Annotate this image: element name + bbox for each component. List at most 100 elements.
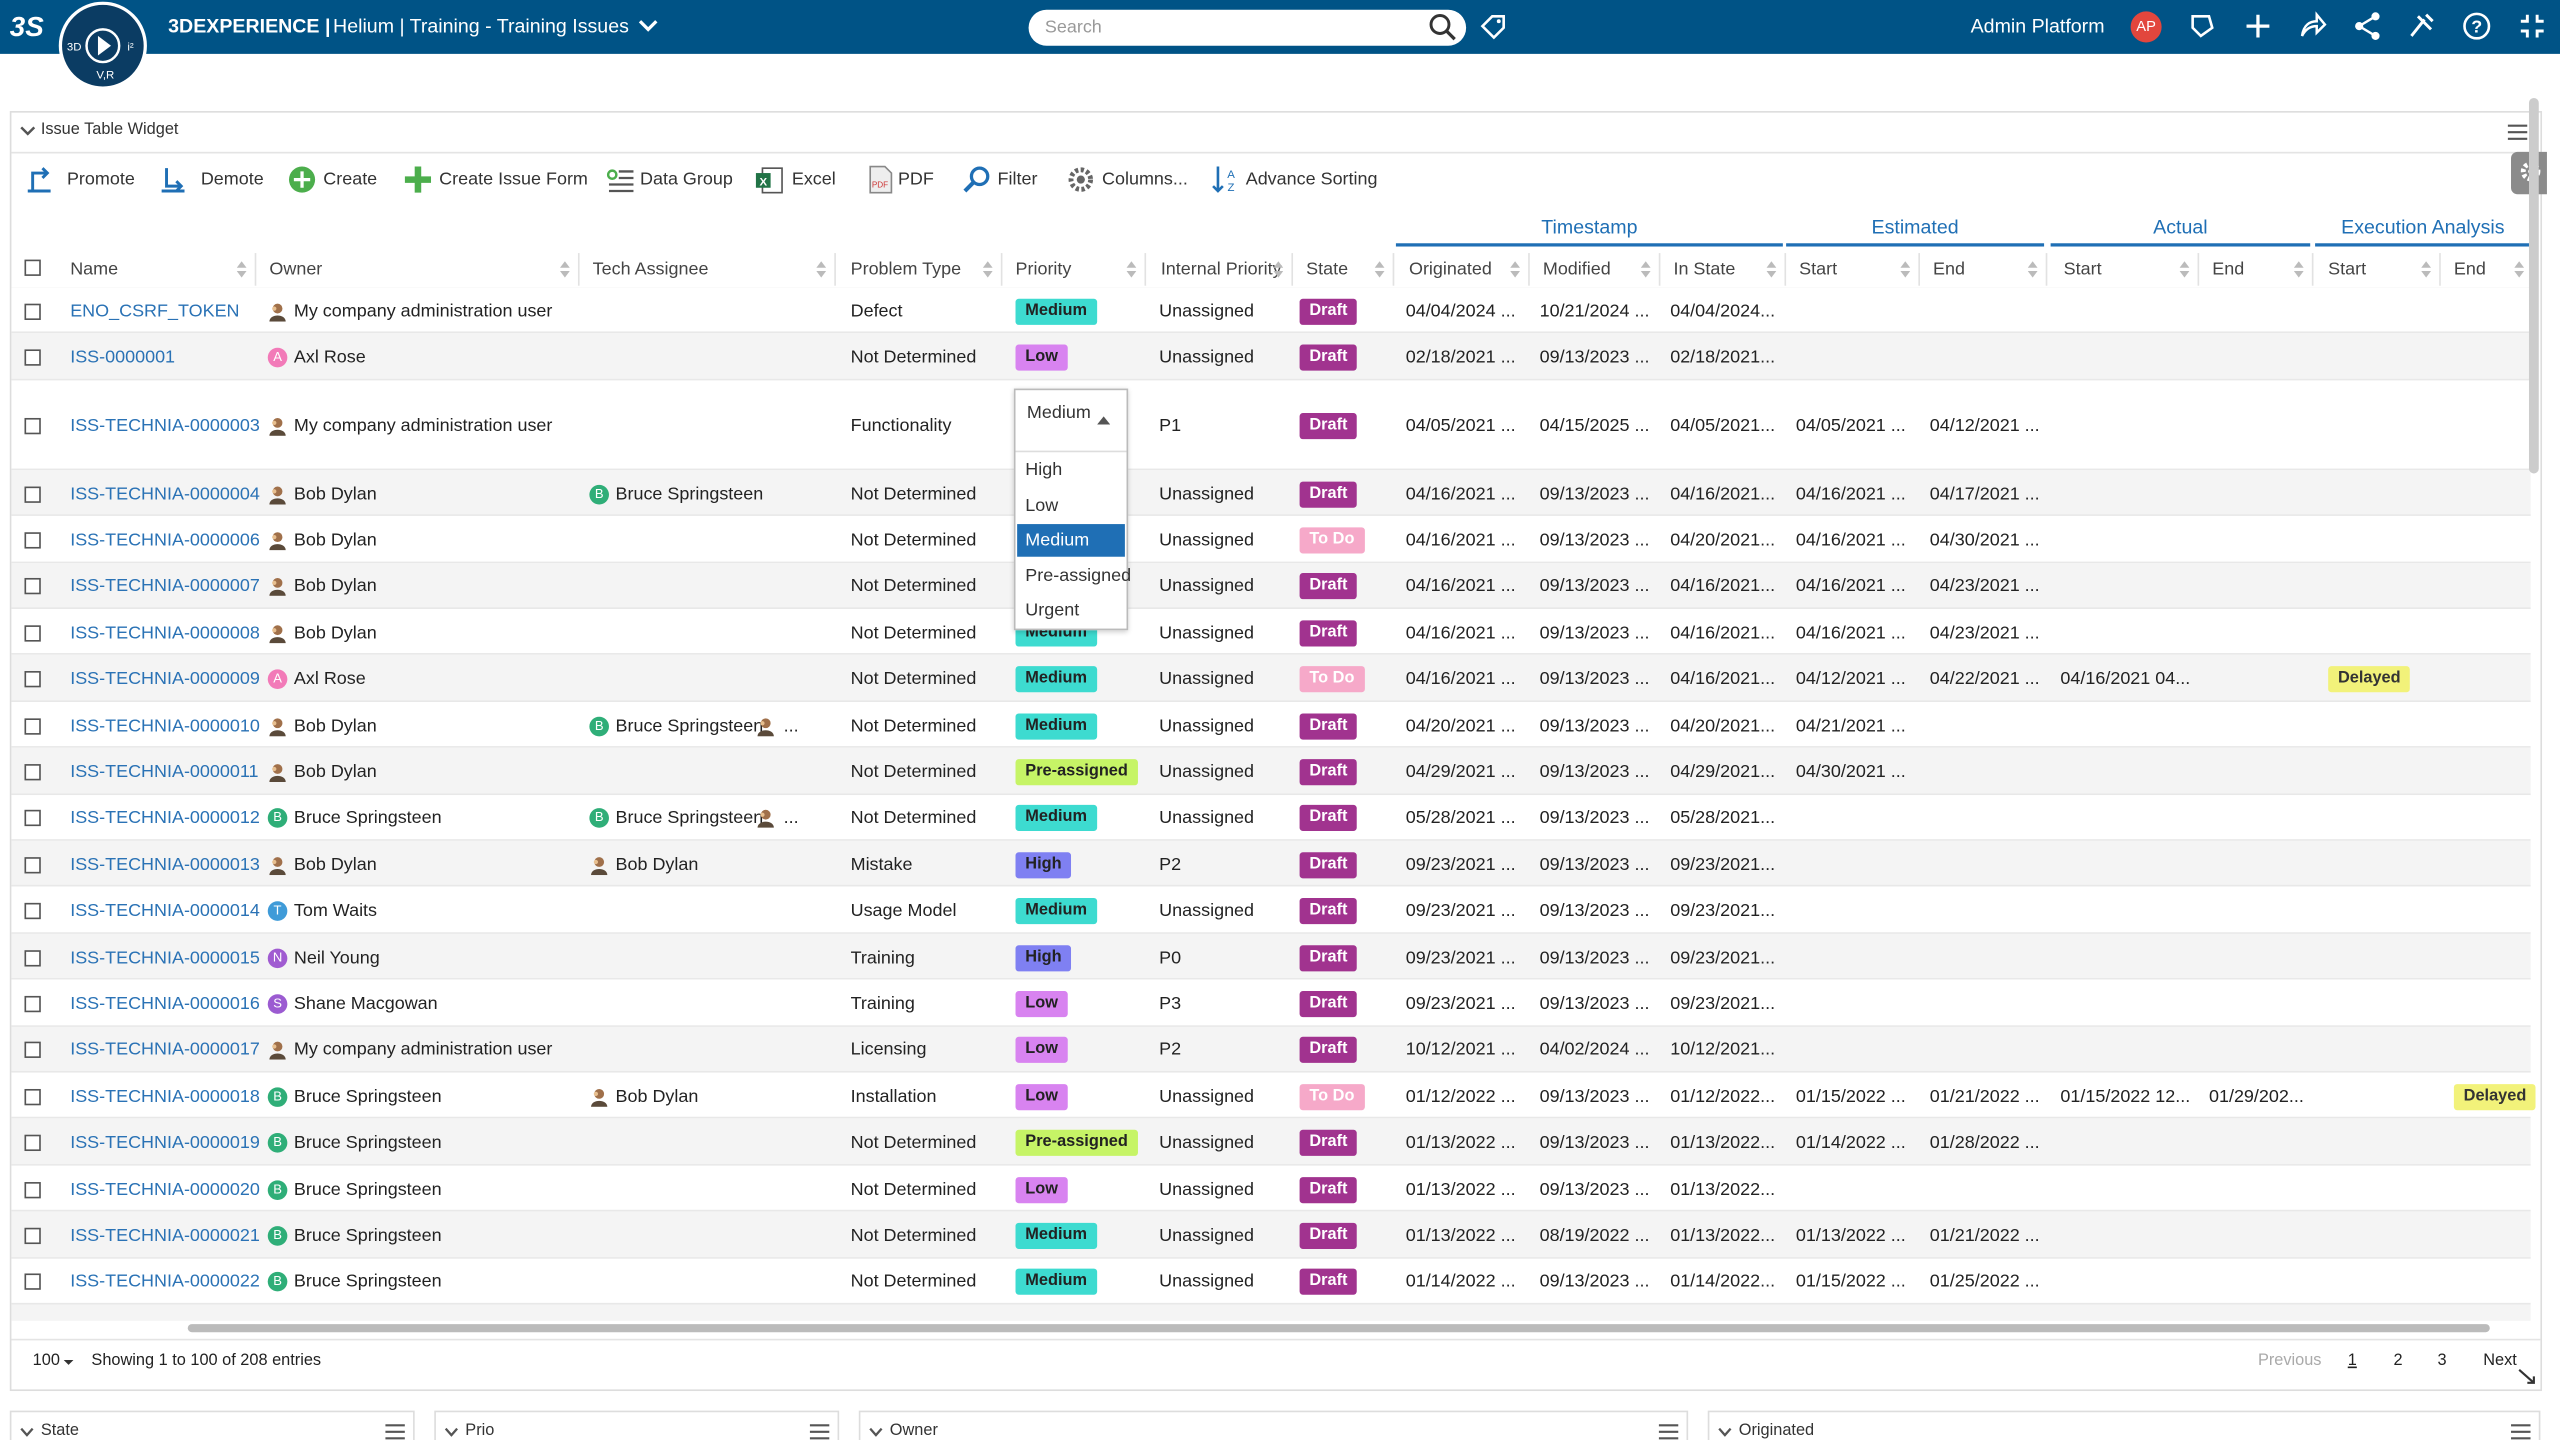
row-checkbox[interactable] [24, 1227, 41, 1244]
toolbar-icon[interactable]: PDF [865, 165, 894, 194]
issue-link[interactable]: ISS-TECHNIA-0000022 [70, 1272, 260, 1292]
toolbar-button[interactable]: Create Issue Form [439, 169, 588, 190]
dropdown-option[interactable]: Pre-assigned [1025, 565, 1132, 586]
feedback-icon[interactable] [2188, 11, 2217, 40]
toolbar-icon[interactable] [1066, 165, 1095, 194]
state-badge[interactable]: Draft [1299, 851, 1358, 878]
row-checkbox[interactable] [24, 995, 41, 1013]
dropdown-caret[interactable] [1097, 416, 1111, 425]
sort-icon[interactable] [1766, 261, 1777, 278]
toolbar-button[interactable]: Create [323, 169, 378, 190]
column-header[interactable]: Owner [269, 259, 323, 280]
resize-handle[interactable] [2518, 1368, 2538, 1384]
column-header[interactable]: Tech Assignee [592, 259, 709, 280]
issue-link[interactable]: ISS-TECHNIA-0000011 [70, 762, 259, 782]
tools-icon[interactable] [2407, 11, 2436, 40]
row-checkbox[interactable] [24, 1181, 41, 1198]
issue-link[interactable]: ISS-TECHNIA-0000020 [70, 1179, 260, 1200]
sort-icon[interactable] [1374, 261, 1385, 278]
toolbar-button[interactable]: Promote [66, 169, 135, 190]
state-badge[interactable]: Draft [1299, 805, 1358, 832]
column-header[interactable]: Modified [1542, 259, 1611, 280]
help-icon[interactable]: ? [2462, 11, 2491, 40]
share-icon[interactable] [2297, 11, 2327, 40]
v-scrollbar[interactable] [2528, 97, 2539, 474]
issue-link[interactable]: ISS-TECHNIA-0000013 [70, 854, 260, 875]
priority-badge[interactable]: Low [1015, 1176, 1068, 1203]
priority-badge[interactable]: Medium [1015, 712, 1097, 739]
row-checkbox[interactable] [24, 1273, 41, 1291]
row-checkbox[interactable] [24, 417, 41, 434]
state-badge[interactable]: Draft [1299, 759, 1358, 786]
breadcrumb[interactable]: Helium | Training - Training Issues [333, 14, 629, 38]
row-checkbox[interactable] [24, 532, 41, 549]
sort-icon[interactable] [1126, 261, 1137, 278]
sort-icon[interactable] [1900, 261, 1911, 278]
sort-icon[interactable] [2293, 261, 2304, 278]
sort-icon[interactable] [2179, 261, 2190, 278]
row-checkbox[interactable] [24, 303, 41, 320]
issue-link[interactable]: ISS-TECHNIA-0000019 [70, 1133, 260, 1153]
row-checkbox[interactable] [24, 810, 41, 827]
issue-link[interactable]: ISS-0000001 [70, 347, 176, 368]
state-badge[interactable]: To Do [1299, 666, 1365, 693]
toolbar-button[interactable]: Filter [997, 169, 1038, 190]
issue-link[interactable]: ISS-TECHNIA-0000016 [70, 994, 260, 1014]
state-badge[interactable]: Draft [1299, 480, 1358, 507]
row-checkbox[interactable] [24, 578, 41, 595]
user-name[interactable]: Admin Platform [1970, 14, 2105, 38]
sort-icon[interactable] [2514, 261, 2525, 278]
state-badge[interactable]: Draft [1299, 1176, 1358, 1203]
toolbar-button[interactable]: Data Group [639, 169, 733, 190]
compass[interactable]: 3D i² V,R [57, 1, 148, 93]
state-badge[interactable]: To Do [1299, 527, 1365, 554]
priority-badge[interactable]: High [1015, 851, 1072, 878]
issue-link[interactable]: ISS-TECHNIA-0000015 [70, 947, 260, 968]
column-header[interactable]: Problem Type [850, 259, 962, 280]
column-header[interactable]: Priority [1015, 259, 1072, 280]
issue-link[interactable]: ISS-TECHNIA-0000017 [70, 1040, 260, 1061]
state-badge[interactable]: Draft [1299, 898, 1358, 925]
state-badge[interactable]: Draft [1299, 1037, 1358, 1064]
row-checkbox[interactable] [24, 1088, 41, 1105]
row-checkbox[interactable] [24, 349, 41, 366]
pager-page[interactable]: 2 [2393, 1351, 2403, 1370]
state-badge[interactable]: Draft [1299, 412, 1358, 439]
dropdown-option[interactable]: Low [1025, 495, 1059, 516]
toolbar-icon[interactable] [962, 165, 991, 194]
column-header[interactable]: Start [2063, 259, 2102, 280]
issue-link[interactable]: ISS-TECHNIA-0000004 [70, 484, 260, 504]
pager-next[interactable]: Next [2483, 1351, 2517, 1370]
row-checkbox[interactable] [24, 949, 41, 966]
toolbar-icon[interactable]: AZ [1210, 165, 1239, 194]
row-checkbox[interactable] [24, 903, 41, 920]
column-header[interactable]: Internal Priority [1160, 259, 1282, 280]
issue-link[interactable]: ISS-TECHNIA-0000003 [70, 415, 260, 436]
tag-icon[interactable] [1479, 13, 1508, 42]
issue-link[interactable]: ISS-TECHNIA-0000018 [70, 1086, 260, 1107]
column-header[interactable]: Originated [1408, 259, 1492, 280]
panel-caret[interactable] [20, 1427, 35, 1437]
sort-icon[interactable] [982, 261, 993, 278]
panel-caret[interactable] [869, 1427, 884, 1437]
row-checkbox[interactable] [24, 1134, 41, 1152]
state-badge[interactable]: Draft [1299, 619, 1358, 647]
issue-link[interactable]: ISS-TECHNIA-0000014 [70, 901, 260, 921]
row-checkbox[interactable] [24, 485, 41, 503]
toolbar-icon[interactable] [158, 165, 187, 194]
toolbar-icon[interactable] [606, 165, 635, 194]
priority-badge[interactable]: High [1015, 944, 1072, 971]
sort-icon[interactable] [559, 261, 570, 278]
dropdown-option[interactable]: High [1025, 460, 1063, 480]
issue-link[interactable]: ISS-TECHNIA-0000007 [70, 576, 260, 597]
panel-caret[interactable] [444, 1427, 459, 1437]
state-badge[interactable]: Draft [1299, 298, 1358, 325]
panel-menu[interactable] [1658, 1424, 1679, 1440]
breadcrumb-caret[interactable] [638, 20, 658, 33]
priority-badge[interactable]: Medium [1015, 1222, 1097, 1249]
priority-badge[interactable]: Medium [1015, 1269, 1097, 1296]
h-scrollbar[interactable] [187, 1324, 2490, 1333]
priority-badge[interactable]: Pre-assigned [1015, 759, 1138, 786]
state-badge[interactable]: Draft [1299, 344, 1358, 371]
state-badge[interactable]: Draft [1299, 712, 1358, 739]
